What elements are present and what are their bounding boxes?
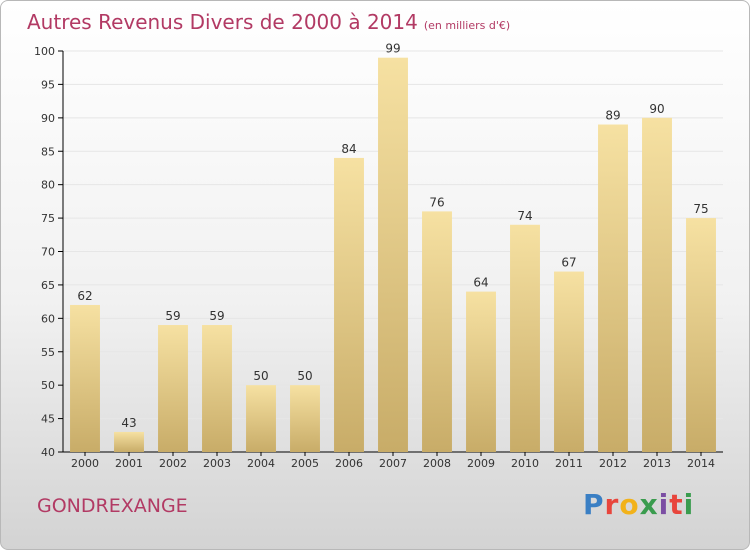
x-tick-label: 2014 xyxy=(687,457,715,470)
bar xyxy=(554,271,584,452)
y-tick-label: 70 xyxy=(41,246,55,259)
brand-logo: Proxiti xyxy=(583,488,694,521)
bar xyxy=(290,385,320,452)
data-label: 59 xyxy=(209,309,224,323)
x-tick-label: 2005 xyxy=(291,457,319,470)
x-tick-label: 2000 xyxy=(71,457,99,470)
data-label: 84 xyxy=(341,142,356,156)
bar xyxy=(466,291,496,452)
y-tick-label: 40 xyxy=(41,446,55,459)
x-tick-label: 2006 xyxy=(335,457,363,470)
x-tick-label: 2001 xyxy=(115,457,143,470)
y-tick-label: 45 xyxy=(41,413,55,426)
bar xyxy=(378,57,408,452)
location-label: GONDREXANGE xyxy=(37,495,188,517)
brand-letter: P xyxy=(583,488,605,521)
brand-letter: i xyxy=(683,488,695,521)
data-label: 90 xyxy=(649,102,664,116)
brand-letter: x xyxy=(639,488,659,521)
x-tick-label: 2002 xyxy=(159,457,187,470)
y-tick-label: 80 xyxy=(41,179,55,192)
data-label: 75 xyxy=(693,202,708,216)
bar xyxy=(246,385,276,452)
x-tick-label: 2003 xyxy=(203,457,231,470)
bar xyxy=(422,211,452,452)
bar xyxy=(598,124,628,453)
data-label: 99 xyxy=(385,42,400,56)
chart-unit-label: (en milliers d'€) xyxy=(423,19,511,32)
data-label: 64 xyxy=(473,276,488,290)
x-tick-label: 2008 xyxy=(423,457,451,470)
bar xyxy=(642,117,672,452)
x-tick-label: 2004 xyxy=(247,457,275,470)
bar xyxy=(334,157,364,452)
x-tick-label: 2011 xyxy=(555,457,583,470)
data-label: 89 xyxy=(605,109,620,123)
bar xyxy=(202,325,232,452)
x-tick-label: 2010 xyxy=(511,457,539,470)
brand-letter: t xyxy=(669,488,684,521)
data-label: 50 xyxy=(253,369,268,383)
y-tick-label: 75 xyxy=(41,212,55,225)
chart-title: Autres Revenus Divers de 2000 à 2014 (en … xyxy=(27,10,510,34)
y-tick-label: 60 xyxy=(41,312,55,325)
data-label: 43 xyxy=(121,416,136,430)
brand-letter: o xyxy=(619,488,640,521)
chart-title-text: Autres Revenus Divers de 2000 à 2014 xyxy=(27,10,418,34)
x-tick-label: 2007 xyxy=(379,457,407,470)
x-tick-label: 2012 xyxy=(599,457,627,470)
data-label: 59 xyxy=(165,309,180,323)
data-label: 67 xyxy=(561,256,576,270)
bar xyxy=(510,224,540,452)
x-tick-label: 2009 xyxy=(467,457,495,470)
y-tick-label: 50 xyxy=(41,379,55,392)
y-tick-label: 65 xyxy=(41,279,55,292)
data-label: 62 xyxy=(77,289,92,303)
bar xyxy=(686,218,716,452)
y-tick-label: 90 xyxy=(41,112,55,125)
y-tick-label: 95 xyxy=(41,78,55,91)
y-tick-label: 100 xyxy=(34,45,55,58)
data-label: 74 xyxy=(517,209,532,223)
bar xyxy=(70,304,100,452)
brand-letter: i xyxy=(658,488,670,521)
data-label: 50 xyxy=(297,369,312,383)
bar xyxy=(158,325,188,452)
x-tick-label: 2013 xyxy=(643,457,671,470)
brand-letter: r xyxy=(604,488,620,521)
y-tick-label: 55 xyxy=(41,346,55,359)
data-label: 76 xyxy=(429,195,444,209)
bar xyxy=(114,431,144,452)
y-tick-label: 85 xyxy=(41,145,55,158)
